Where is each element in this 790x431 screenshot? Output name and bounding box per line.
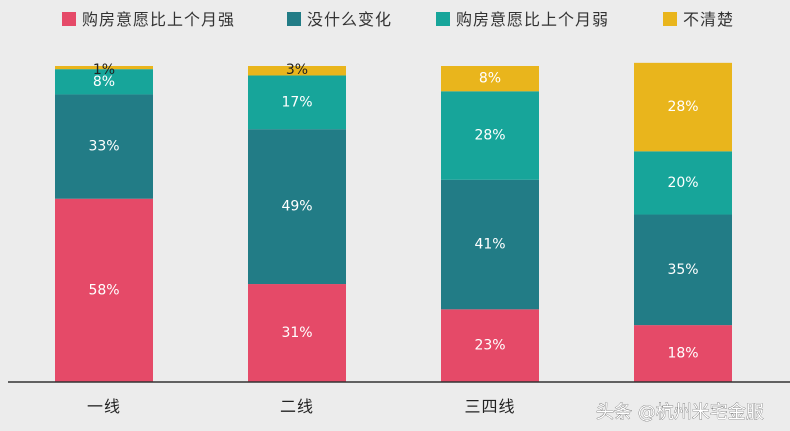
data-label-3-2: 41% xyxy=(474,237,505,253)
category-labels: 一线 二线 三四线 xyxy=(87,397,515,416)
data-label-3-1: 23% xyxy=(474,338,505,354)
legend-swatch-1 xyxy=(62,12,76,26)
data-label-1-1: 58% xyxy=(88,282,119,298)
bar-segment-3-1 xyxy=(441,309,539,382)
bar-segment-3-3 xyxy=(441,91,539,180)
legend-swatch-3 xyxy=(436,12,450,26)
bar-segment-3-4 xyxy=(441,66,539,92)
data-label-1-3: 8% xyxy=(93,74,115,90)
data-label-4-4: 28% xyxy=(667,99,698,115)
data-label-2-3: 17% xyxy=(281,94,312,110)
category-label-2: 二线 xyxy=(280,397,314,416)
bar-segment-2-1 xyxy=(248,284,346,382)
legend-swatch-4 xyxy=(663,12,677,26)
data-label-3-3: 28% xyxy=(474,128,505,144)
legend-label-4: 不清楚 xyxy=(683,10,734,29)
bar-segment-4-4 xyxy=(634,62,732,152)
legend-label-1: 购房意愿比上个月强 xyxy=(82,10,235,29)
data-label-1-2: 33% xyxy=(88,139,119,155)
data-label-2-2: 49% xyxy=(281,199,312,215)
watermark: 头条 @杭州米宅金服 xyxy=(596,402,764,423)
data-label-2-1: 31% xyxy=(281,325,312,341)
bar-segment-3-2 xyxy=(441,179,539,310)
legend-label-2: 没什么变化 xyxy=(307,10,392,29)
legend-swatch-2 xyxy=(287,12,301,26)
data-label-1-4: 1% xyxy=(93,62,115,78)
data-label-2-4: 3% xyxy=(286,62,308,78)
category-label-3: 三四线 xyxy=(464,397,515,416)
bar-segment-1-3 xyxy=(55,69,153,95)
data-label-4-2: 35% xyxy=(667,262,698,278)
data-label-4-1: 18% xyxy=(667,346,698,362)
bar-segment-4-3 xyxy=(634,151,732,215)
bar-segment-1-2 xyxy=(55,94,153,199)
bar-segment-2-3 xyxy=(248,75,346,130)
bar-segment-2-2 xyxy=(248,129,346,285)
bar-segment-1-1 xyxy=(55,198,153,382)
bars: 58%33%8%1%31%49%17%3%23%41%28%8%18%35%20… xyxy=(55,62,732,382)
bar-segment-4-2 xyxy=(634,214,732,326)
legend: 购房意愿比上个月强 没什么变化 购房意愿比上个月弱 不清楚 xyxy=(62,10,734,29)
bar-segment-4-1 xyxy=(634,325,732,382)
category-label-1: 一线 xyxy=(87,397,121,416)
data-label-4-3: 20% xyxy=(667,175,698,191)
data-label-3-4: 8% xyxy=(479,71,501,87)
legend-label-3: 购房意愿比上个月弱 xyxy=(456,10,609,29)
bar-segment-2-4 xyxy=(248,66,346,76)
bar-segment-1-4 xyxy=(55,66,153,70)
